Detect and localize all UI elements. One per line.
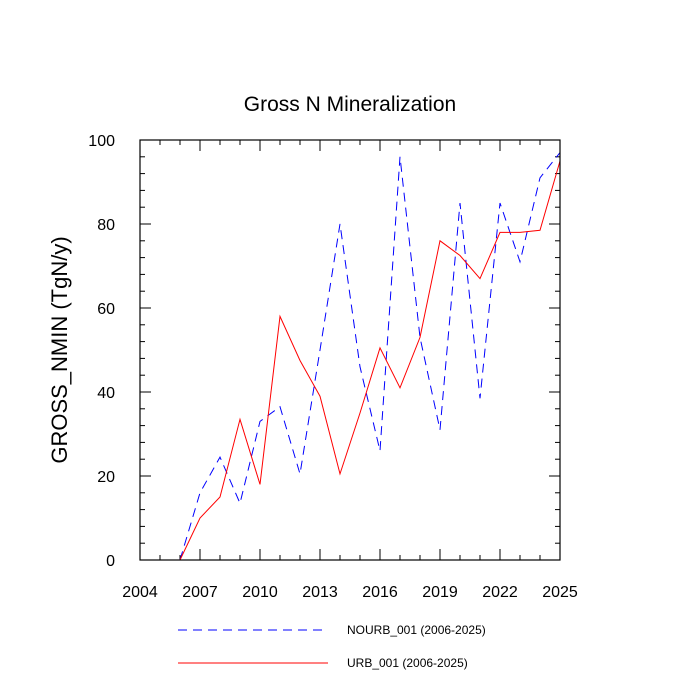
tick-marks [139,139,561,561]
y-tick-label: 60 [97,301,115,318]
data-point [339,472,342,475]
data-point [299,472,302,475]
data-point [519,231,522,234]
series-line-nourb-001 [179,152,561,561]
data-point [259,483,262,486]
chart-title: Gross N Mineralization [244,93,456,116]
legend: NOURB_001 (2006-2025) URB_001 (2006-2025) [178,623,486,670]
x-tick-label: 2022 [482,584,518,601]
data-point [359,365,362,368]
data-point [459,202,462,205]
legend-label: NOURB_001 (2006-2025) [347,623,486,637]
y-axis-label: GROSS_NMIN (TgN/y) [47,236,72,463]
data-point [479,277,482,280]
x-tick-label: 2019 [422,584,458,601]
data-point [499,202,502,205]
x-tick-label: 2010 [242,584,278,601]
x-tick-label: 2007 [182,584,218,601]
data-point [279,405,282,408]
data-point [459,254,462,257]
data-point [539,229,542,232]
data-point [379,346,382,349]
data-point [419,336,422,339]
data-point [499,231,502,234]
data-point [199,491,202,494]
data-point [319,395,322,398]
data-point [519,260,522,263]
legend-label: URB_001 (2006-2025) [347,656,468,670]
data-point [439,239,442,242]
tick-labels: 2004 2007 2010 2013 2016 2019 2022 2025 0 20 40 60 8… [88,133,578,601]
data-point [219,456,222,459]
x-tick-label: 2004 [122,584,158,601]
data-point [239,418,242,421]
series-line-urb-001 [179,160,561,561]
data-point [379,449,382,452]
y-tick-label: 100 [88,133,115,150]
y-tick-label: 20 [97,469,115,486]
plot-frame [139,139,561,561]
y-tick-label: 40 [97,385,115,402]
data-point [439,428,442,431]
data-point [399,386,402,389]
x-tick-label: 2013 [302,584,338,601]
x-tick-label: 2025 [542,584,578,601]
data-point [239,502,242,505]
series-lines [179,152,561,561]
y-tick-label: 80 [97,217,115,234]
data-point [299,359,302,362]
data-point [219,496,222,499]
data-point [319,349,322,352]
data-point [199,517,202,520]
data-point [359,412,362,415]
data-point [479,397,482,400]
x-tick-label: 2016 [362,584,398,601]
data-point [259,420,262,423]
data-point [539,176,542,179]
data-point [279,315,282,318]
y-tick-label: 0 [106,553,115,570]
data-point [339,223,342,226]
data-point [399,155,402,158]
